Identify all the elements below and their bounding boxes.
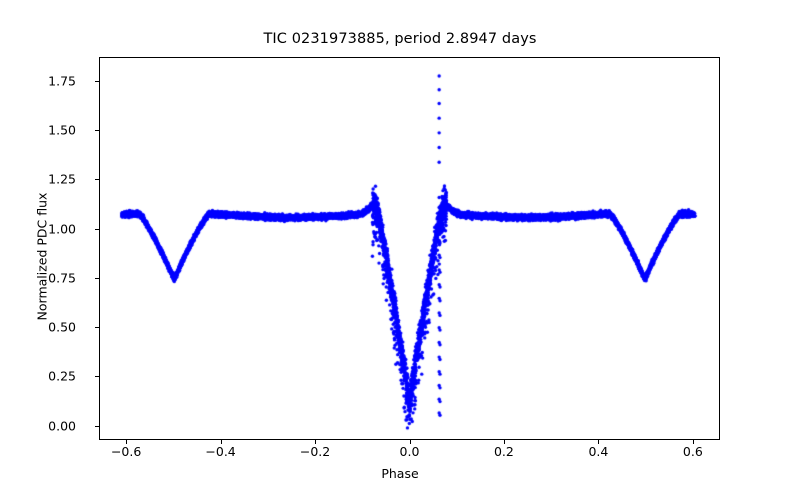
y-axis-label: Normalized PDC flux xyxy=(34,192,50,321)
y-tick-label: 1.00 xyxy=(48,221,76,237)
y-tick-mark xyxy=(95,81,99,83)
y-tick-mark xyxy=(95,228,99,230)
x-tick-mark xyxy=(315,440,317,444)
x-tick-label: 0.6 xyxy=(682,444,703,459)
x-tick-label: 0.4 xyxy=(588,444,609,459)
plot-axes xyxy=(99,57,720,440)
y-tick-mark xyxy=(95,277,99,279)
x-tick-label: −0.6 xyxy=(110,444,142,459)
scatter-data-layer xyxy=(100,58,719,439)
x-tick-mark xyxy=(409,440,411,444)
y-tick-label: 0.00 xyxy=(48,418,76,434)
x-tick-label: 0.0 xyxy=(399,444,420,459)
y-tick-label: 1.25 xyxy=(48,171,76,187)
y-tick-mark xyxy=(95,327,99,329)
y-tick-label: 1.50 xyxy=(48,122,76,138)
y-tick-label: 0.25 xyxy=(48,368,76,384)
page-title: TIC 0231973885, period 2.8947 days xyxy=(263,31,537,47)
x-tick-mark xyxy=(503,440,505,444)
x-tick-mark xyxy=(220,440,222,444)
y-tick-label: 0.50 xyxy=(48,319,76,335)
x-tick-label: 0.2 xyxy=(493,444,514,459)
x-tick-mark xyxy=(126,440,128,444)
x-tick-label: −0.2 xyxy=(299,444,331,459)
x-tick-mark xyxy=(692,440,694,444)
y-tick-mark xyxy=(95,425,99,427)
x-tick-mark xyxy=(598,440,600,444)
y-tick-label: 1.75 xyxy=(48,73,76,89)
y-tick-mark xyxy=(95,130,99,132)
y-tick-label: 0.75 xyxy=(48,270,76,286)
x-axis-label: Phase xyxy=(381,466,419,481)
y-tick-mark xyxy=(95,179,99,181)
x-tick-label: −0.4 xyxy=(205,444,236,459)
y-tick-mark xyxy=(95,376,99,378)
